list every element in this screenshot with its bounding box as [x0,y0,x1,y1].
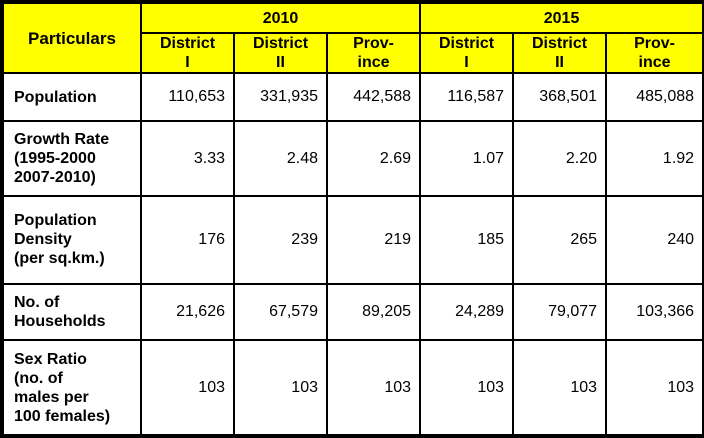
table-cell: 103 [140,339,235,436]
year-header-2010: 2010 [139,2,422,34]
table-cell: 103 [512,339,608,436]
table-cell: 110,653 [140,71,235,123]
table-cell: 2.20 [512,120,608,197]
table-cell: 2.69 [325,120,422,197]
table-cell: 79,077 [512,282,608,342]
table-cell: 103,366 [605,282,704,342]
row-label: Growth Rate (1995-2000 2007-2010) [2,120,142,197]
table-cell: 219 [325,194,422,285]
table-cell: 103 [419,339,515,436]
table-cell: 331,935 [233,71,328,123]
header-2015-district-1: District I [419,32,515,74]
header-2010-district-2: District II [233,32,328,74]
table-cell: 185 [419,194,515,285]
area-header-row: District I District II Prov- ince Distri… [3,32,704,74]
table-cell: 21,626 [140,282,235,342]
table-cell: 368,501 [512,71,608,123]
header-2010-province: Prov- ince [325,32,422,74]
table-cell: 116,587 [419,71,515,123]
table-row-population: Population 110,653 331,935 442,588 116,5… [2,71,704,123]
table-cell: 239 [233,194,328,285]
year-header-2015: 2015 [419,2,704,34]
table-cell: 103 [233,339,328,436]
row-label: Population Density (per sq.km.) [2,194,142,285]
table-cell: 67,579 [233,282,328,342]
table-row-growth-rate: Growth Rate (1995-2000 2007-2010) 3.33 2… [2,120,704,197]
year-header-row: Particulars 2010 2015 [2,2,704,74]
table-cell: 1.92 [605,120,704,197]
table-cell: 176 [140,194,235,285]
table-cell: 2.48 [233,120,328,197]
table-cell: 1.07 [419,120,515,197]
header-2015-district-2: District II [512,32,608,74]
table-cell: 103 [325,339,422,436]
row-label: Population [2,71,142,123]
row-label: Sex Ratio (no. of males per 100 females) [2,339,142,436]
table-cell: 240 [605,194,704,285]
table-row-households: No. of Households 21,626 67,579 89,205 2… [2,282,704,342]
header-2010-district-1: District I [140,32,235,74]
table-row-population-density: Population Density (per sq.km.) 176 239 … [2,194,704,285]
table-cell: 103 [605,339,704,436]
table-cell: 89,205 [325,282,422,342]
particulars-header: Particulars [2,2,142,74]
table-cell: 265 [512,194,608,285]
row-label: No. of Households [2,282,142,342]
header-2015-province: Prov- ince [605,32,704,74]
table-cell: 24,289 [419,282,515,342]
table-row-sex-ratio: Sex Ratio (no. of males per 100 females)… [2,339,704,436]
table-cell: 442,588 [325,71,422,123]
table-cell: 485,088 [605,71,704,123]
table-cell: 3.33 [140,120,235,197]
